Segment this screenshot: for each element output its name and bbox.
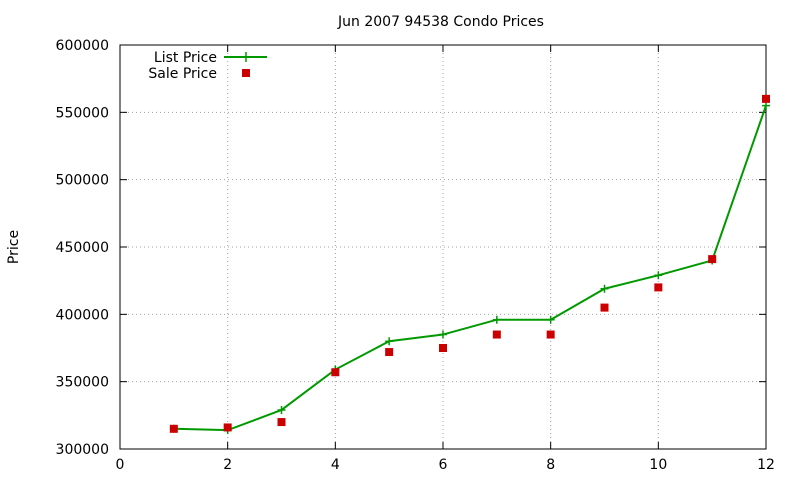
x-tick-label: 8: [546, 457, 555, 473]
chart-title: Jun 2007 94538 Condo Prices: [337, 14, 544, 30]
sale-price-point: [385, 348, 394, 357]
list-price-point: [492, 315, 501, 324]
y-tick-label: 300000: [56, 442, 109, 458]
plot-frame: [119, 44, 767, 450]
sale-price-point: [708, 255, 717, 264]
x-tick-label: 0: [116, 457, 125, 473]
list-price-line: [173, 105, 767, 432]
legend-cross-swatch: [241, 52, 251, 62]
sale-price-point: [762, 94, 770, 103]
series-layer: [169, 94, 770, 435]
sale-price-point: [169, 424, 178, 433]
y-tick-label: 350000: [56, 375, 109, 391]
list-price-point: [439, 330, 447, 339]
sale-price-point: [439, 344, 447, 352]
sale-price-point: [223, 423, 232, 432]
list-price-point: [762, 101, 770, 110]
sale-price-point: [331, 368, 340, 377]
legend-square-swatch: [242, 69, 250, 77]
grid-lines: [120, 45, 766, 449]
list-price-point: [277, 405, 286, 414]
x-tick-label: 4: [331, 457, 340, 473]
y-tick-label: 550000: [56, 105, 109, 121]
y-tick-label: 600000: [56, 38, 109, 54]
sale-price-point: [492, 330, 501, 339]
sale-price-point: [654, 283, 663, 292]
x-tick-label: 12: [757, 457, 775, 473]
sale-price-point: [600, 303, 609, 312]
y-axis-label: Price: [6, 230, 22, 264]
x-tick-label: 6: [439, 457, 448, 473]
legend-label: Sale Price: [148, 66, 217, 82]
x-tick-label: 10: [649, 457, 667, 473]
x-tick-label: 2: [223, 457, 232, 473]
y-tick-label: 500000: [56, 173, 109, 189]
list-price-point: [600, 284, 609, 293]
list-price-point: [654, 271, 663, 280]
sale-price-point: [277, 418, 286, 427]
sale-price-point: [546, 330, 555, 339]
y-tick-label: 450000: [56, 240, 109, 256]
y-tick-label: 400000: [56, 307, 109, 323]
list-price-point: [546, 315, 555, 324]
list-price-point: [385, 337, 394, 346]
axis-ticks: 300000 350000 400000 450000 500000 550000 6000…: [56, 38, 775, 473]
legend-label: List Price: [154, 50, 217, 66]
